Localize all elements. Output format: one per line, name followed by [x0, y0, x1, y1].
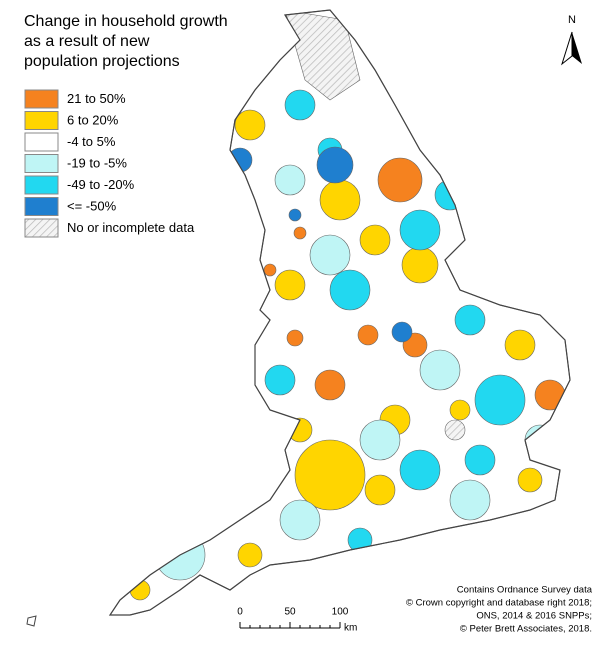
- legend-swatch: [24, 175, 59, 195]
- district: [314, 369, 346, 401]
- title: Change in household growth as a result of…: [24, 13, 228, 70]
- district: [264, 364, 296, 396]
- credit-line: ONS, 2014 & 2016 SNPPs;: [476, 611, 592, 622]
- district: [237, 542, 263, 568]
- legend-label: -49 to -20%: [67, 177, 135, 192]
- district: [449, 399, 471, 421]
- credit-line: © Peter Brett Associates, 2018.: [460, 624, 592, 635]
- legend-label: <= -50%: [67, 198, 117, 213]
- arrow-right: [572, 32, 582, 64]
- scale-bar: 0 50 100 km: [237, 607, 357, 634]
- district: [517, 467, 543, 493]
- legend-label: 21 to 50%: [67, 91, 126, 106]
- scale-label: 50: [284, 607, 296, 618]
- district: [399, 449, 441, 491]
- scale-unit: km: [344, 623, 357, 634]
- district: [309, 234, 351, 276]
- title-line: population projections: [24, 53, 180, 70]
- district: [419, 349, 461, 391]
- district: [288, 208, 302, 222]
- district: [284, 89, 316, 121]
- district: [274, 164, 306, 196]
- island: [26, 615, 37, 627]
- north-arrow: N: [561, 14, 582, 66]
- district: [359, 224, 391, 256]
- legend-label: -19 to -5%: [67, 155, 127, 170]
- legend-swatch: [24, 197, 59, 216]
- credit-line: Contains Ordnance Survey data: [457, 585, 593, 596]
- legend-label: 6 to 20%: [67, 112, 119, 127]
- scale-label: 100: [332, 607, 349, 618]
- district: [359, 419, 401, 461]
- district: [319, 179, 361, 221]
- district: [279, 499, 321, 541]
- title-line: Change in household growth: [24, 13, 228, 30]
- district: [391, 321, 413, 343]
- legend-swatch: [24, 154, 59, 173]
- legend: 21 to 50% 6 to 20% -4 to 5% -19 to -5% -49 t…: [24, 89, 195, 238]
- district: [474, 374, 526, 426]
- coastline: [108, 9, 571, 616]
- district: [263, 263, 277, 277]
- district: [357, 324, 379, 346]
- district: [329, 269, 371, 311]
- district: [364, 474, 396, 506]
- district: [444, 419, 466, 441]
- district: [234, 109, 266, 141]
- district: [377, 157, 423, 203]
- district: [449, 479, 491, 521]
- district: [284, 10, 361, 101]
- legend-swatch: [24, 132, 59, 152]
- credit-line: © Crown copyright and database right 201…: [406, 598, 592, 609]
- credits: Contains Ordnance Survey data © Crown cop…: [406, 585, 593, 635]
- district: [504, 329, 536, 361]
- legend-label: -4 to 5%: [67, 134, 116, 149]
- scale-label: 0: [237, 607, 243, 618]
- district: [274, 269, 306, 301]
- legend-swatch: [24, 111, 59, 130]
- district: [294, 439, 366, 511]
- district: [399, 209, 441, 251]
- district: [454, 304, 486, 336]
- district: [316, 146, 354, 184]
- legend-swatch: [24, 218, 59, 238]
- district: [293, 226, 307, 240]
- north-label: N: [568, 14, 576, 26]
- legend-label: No or incomplete data: [67, 220, 195, 235]
- legend-swatch: [24, 89, 59, 109]
- title-line: as a result of new: [24, 33, 150, 50]
- district: [286, 329, 304, 347]
- district: [401, 246, 439, 284]
- district: [464, 444, 496, 476]
